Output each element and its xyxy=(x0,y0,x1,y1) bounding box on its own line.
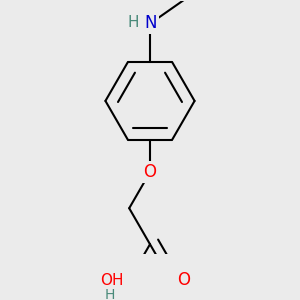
Text: O: O xyxy=(143,163,157,181)
Text: H: H xyxy=(128,16,139,31)
Text: OH: OH xyxy=(100,273,123,288)
Text: N: N xyxy=(145,14,157,32)
Text: O: O xyxy=(177,271,190,289)
Text: H: H xyxy=(105,288,115,300)
